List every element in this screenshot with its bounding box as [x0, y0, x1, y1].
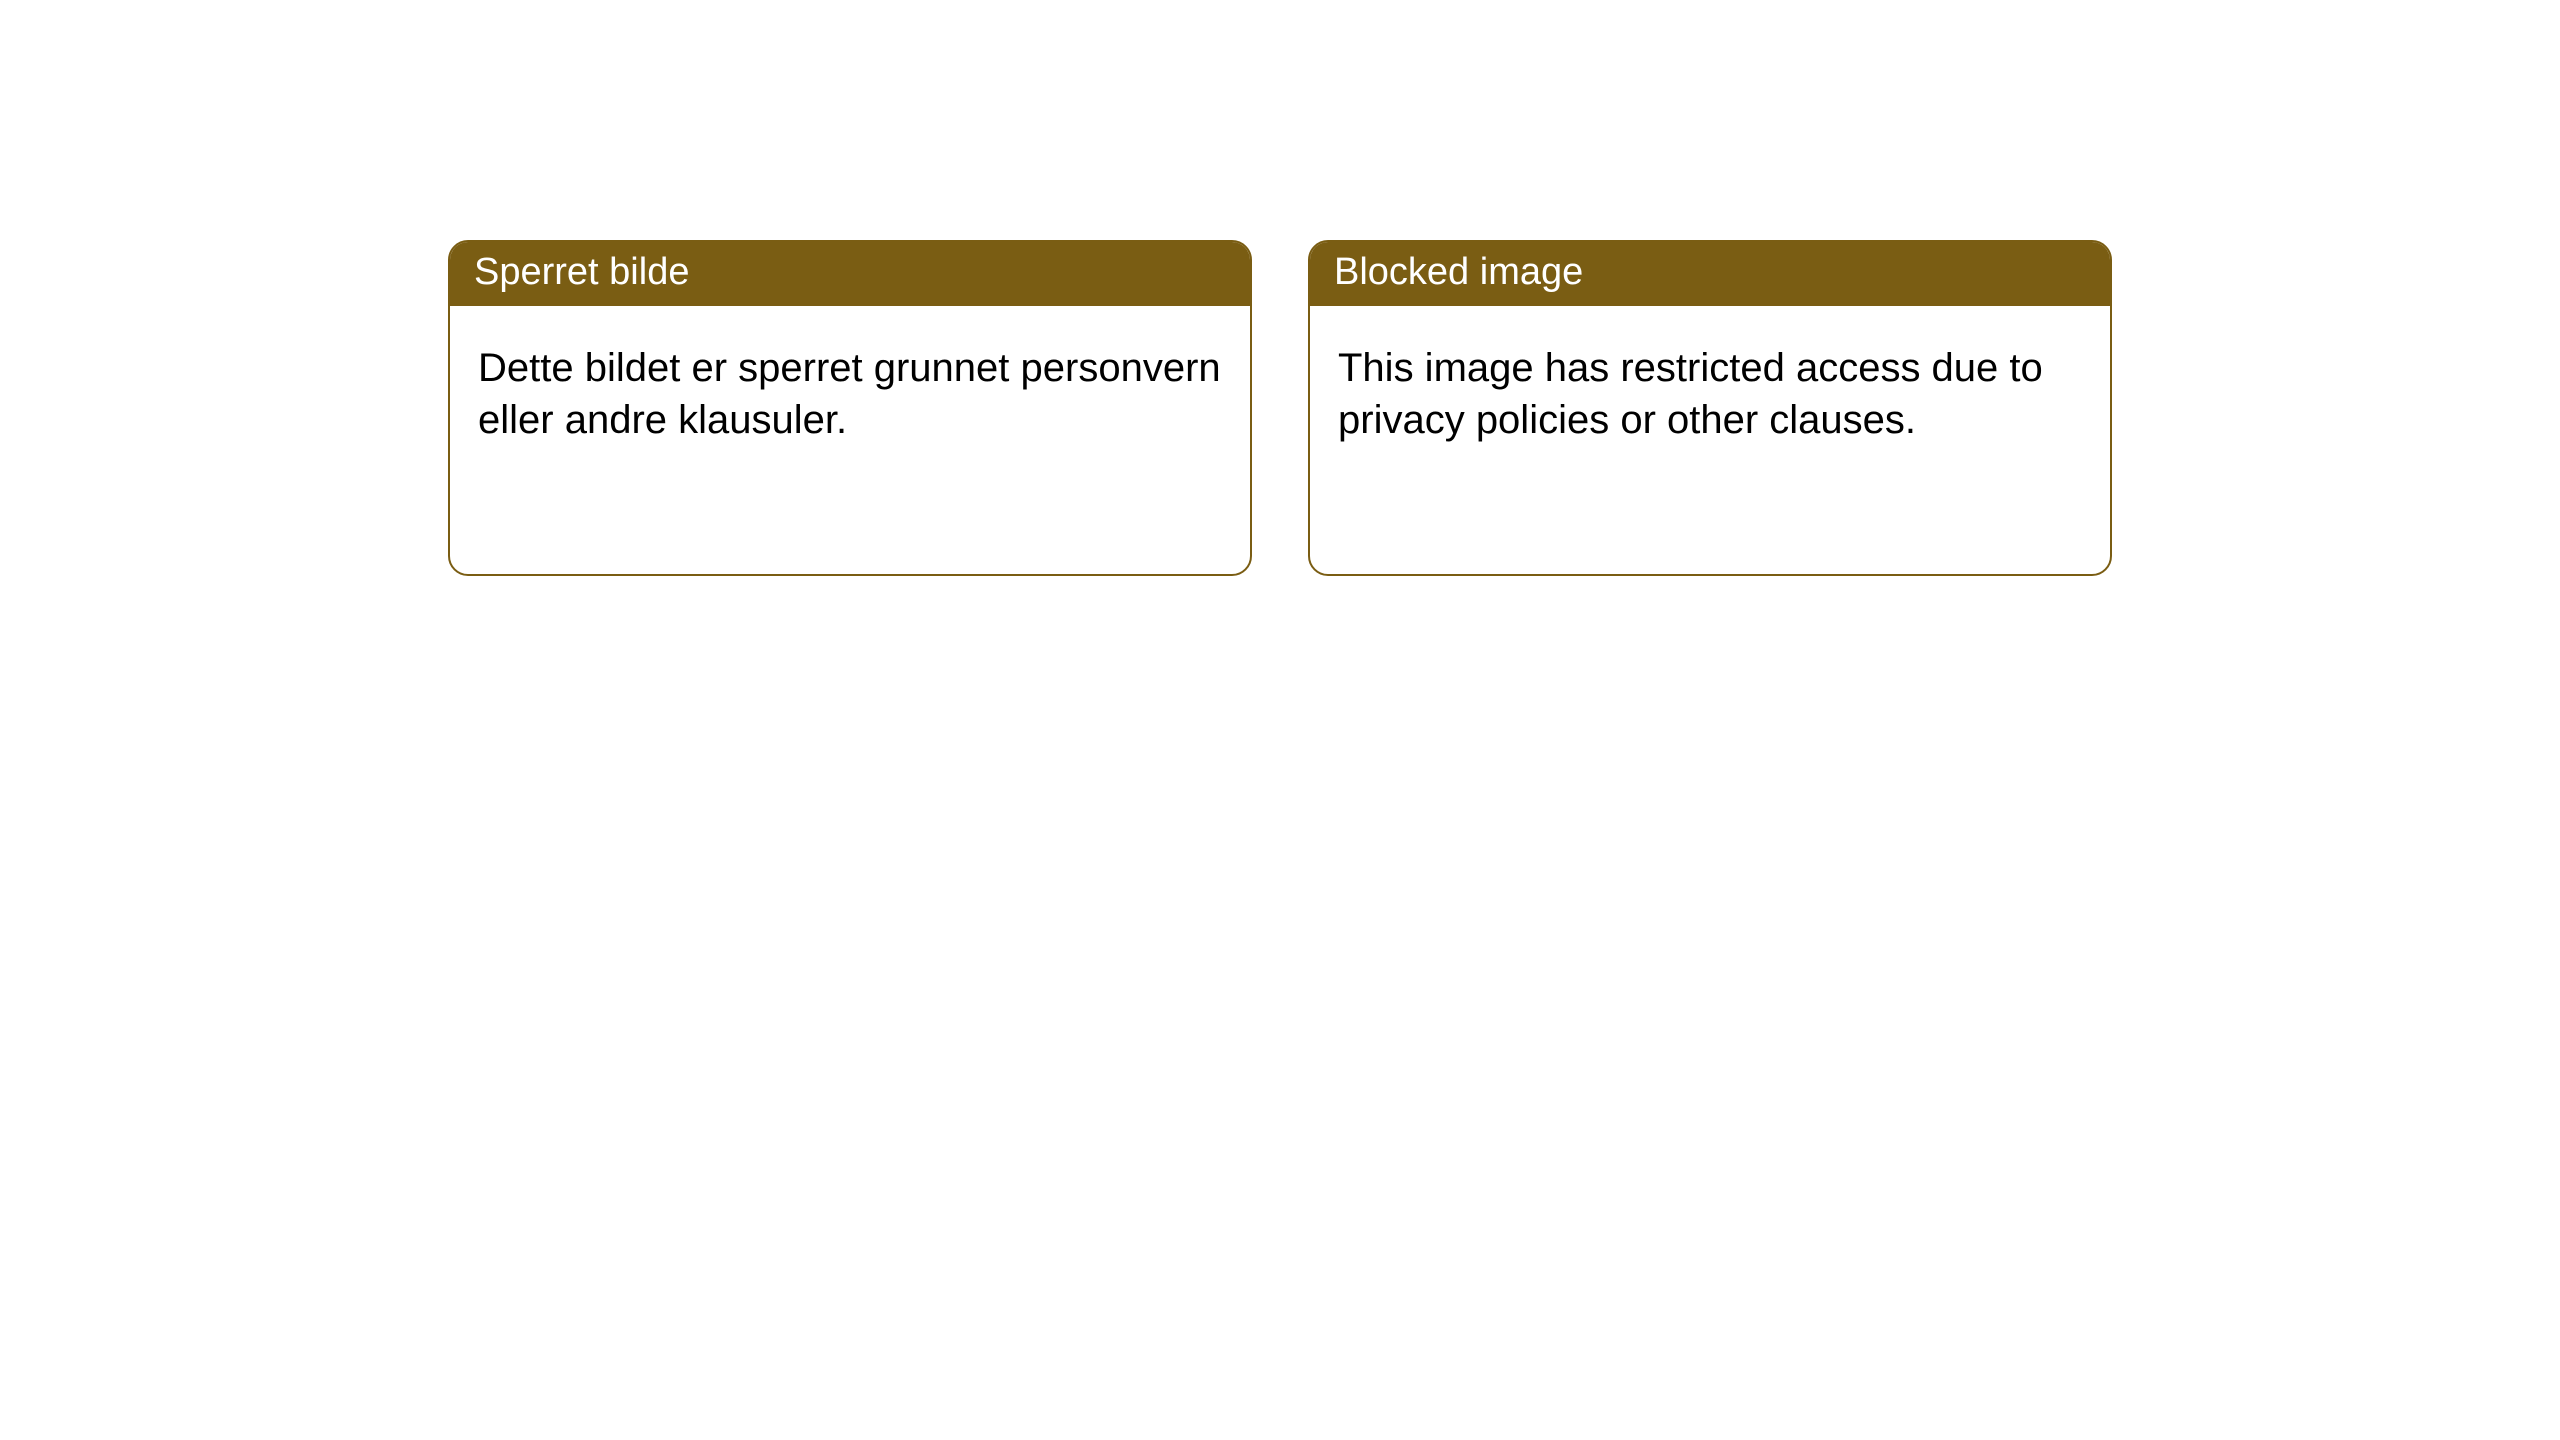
- notice-header-norwegian: Sperret bilde: [450, 242, 1250, 306]
- notice-container: Sperret bilde Dette bildet er sperret gr…: [0, 0, 2560, 576]
- notice-body-norwegian: Dette bildet er sperret grunnet personve…: [450, 306, 1250, 482]
- notice-card-english: Blocked image This image has restricted …: [1308, 240, 2112, 576]
- notice-header-english: Blocked image: [1310, 242, 2110, 306]
- notice-card-norwegian: Sperret bilde Dette bildet er sperret gr…: [448, 240, 1252, 576]
- notice-body-english: This image has restricted access due to …: [1310, 306, 2110, 482]
